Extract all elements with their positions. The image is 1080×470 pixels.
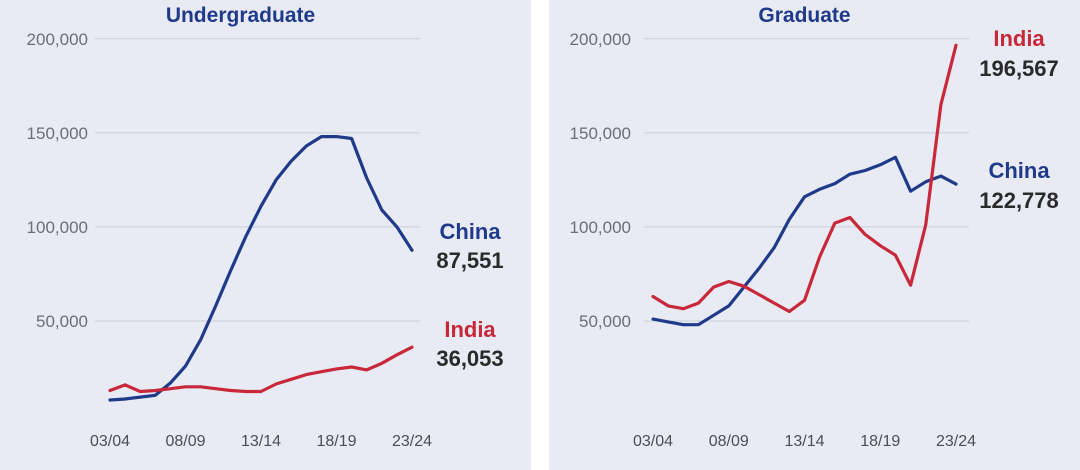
series-line-india xyxy=(108,345,414,394)
x-tick-label: 18/19 xyxy=(316,433,356,450)
undergraduate-chart: 50,000 100,000 150,000 200,000 03/04 08/09 13/… xyxy=(27,30,504,450)
graduate-panel: Graduate 50,000 100,000 150,000 200,000 03/0… xyxy=(549,0,1080,470)
x-tick-label: 08/09 xyxy=(709,433,749,450)
y-tick-label: 150,000 xyxy=(27,124,88,143)
x-tick-label: 13/14 xyxy=(241,433,281,450)
series-end-value-india: 196,567 xyxy=(979,56,1059,81)
x-tick-label: 18/19 xyxy=(860,433,900,450)
undergraduate-panel: Undergraduate 50,000 100,000 150,000 200,00… xyxy=(0,0,531,470)
x-tick-label: 13/14 xyxy=(784,433,824,450)
graduate-chart-title: Graduate xyxy=(758,4,851,27)
series-line-china xyxy=(651,155,958,327)
undergraduate-chart-title: Undergraduate xyxy=(165,4,316,27)
series-end-value-india: 36,053 xyxy=(436,346,503,371)
series-name-label-china: China xyxy=(439,219,501,244)
x-tick-label: 08/09 xyxy=(165,433,205,450)
series-name-label-india: India xyxy=(444,317,496,342)
y-tick-label: 200,000 xyxy=(27,30,88,49)
series-name-label-india: India xyxy=(993,26,1045,51)
series-line-china xyxy=(108,135,414,402)
y-tick-label: 50,000 xyxy=(36,312,88,331)
x-tick-label: 03/04 xyxy=(90,433,130,450)
series-line-india xyxy=(651,43,958,314)
y-tick-label: 100,000 xyxy=(570,218,631,237)
x-tick-label: 03/04 xyxy=(633,433,673,450)
series-end-value-china: 87,551 xyxy=(436,248,503,273)
x-tick-label: 23/24 xyxy=(936,433,976,450)
x-tick-label: 23/24 xyxy=(392,433,432,450)
y-tick-label: 50,000 xyxy=(579,312,631,331)
y-tick-label: 150,000 xyxy=(570,124,631,143)
y-tick-label: 200,000 xyxy=(570,30,631,49)
series-end-value-china: 122,778 xyxy=(979,188,1059,213)
y-tick-label: 100,000 xyxy=(27,218,88,237)
series-name-label-china: China xyxy=(988,158,1050,183)
graduate-chart: 50,000 100,000 150,000 200,000 03/04 08/09 13/… xyxy=(570,26,1059,450)
